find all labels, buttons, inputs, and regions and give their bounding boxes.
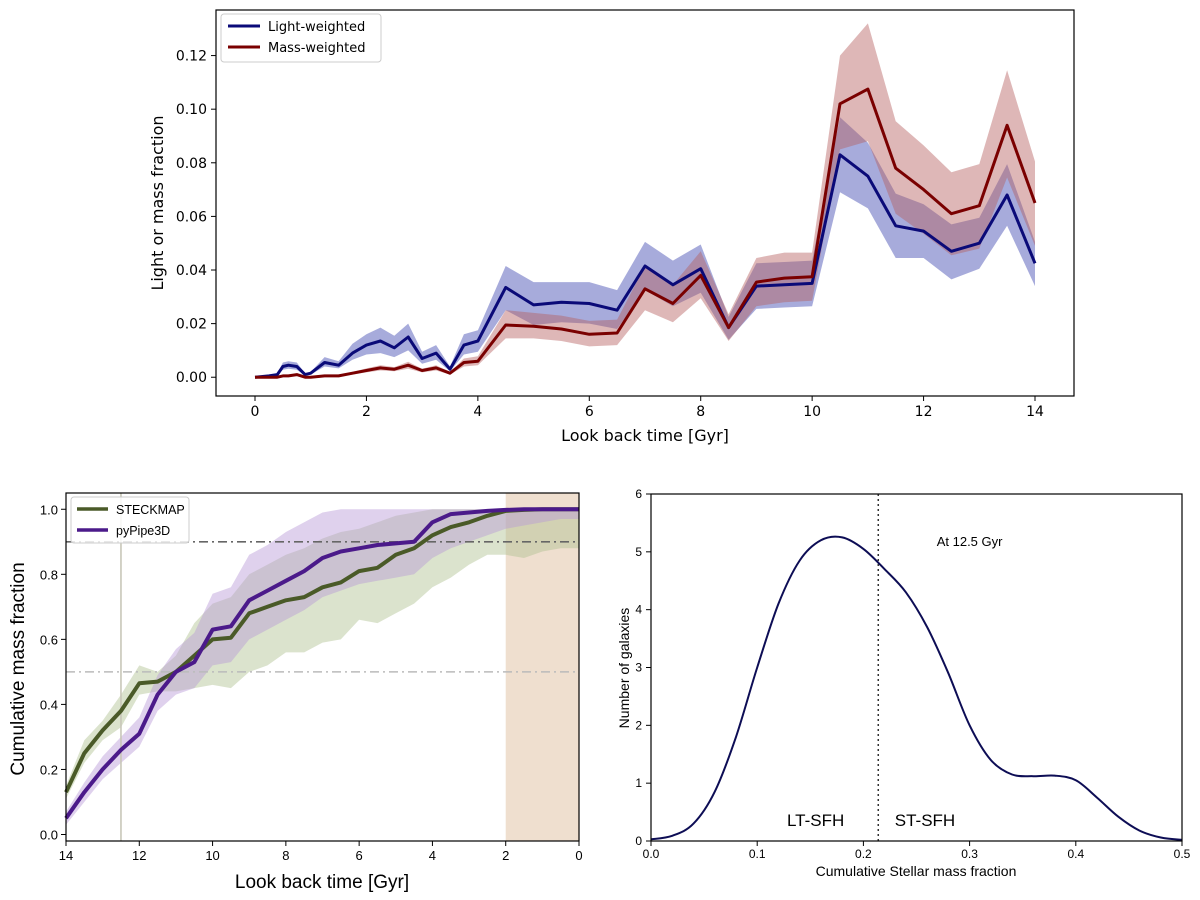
shaded-region-0-2gyr [505,493,579,841]
bottom-left-xtick-label: 8 [282,848,289,863]
bottom-left-ylabel: Cumulative mass fraction [8,562,29,775]
bottom-left-xtick-label: 14 [59,848,73,863]
annotation-lt-sfh: LT-SFH [787,811,844,830]
top-ytick-label: 0.10 [176,102,207,118]
bottom-right-xtick-label: 0.0 [643,847,660,861]
top-xtick-label: 14 [1026,404,1044,420]
bottom-left-xtick-label: 0 [575,848,582,863]
bottom-left-xtick-label: 4 [429,848,436,863]
bottom-left-xtick-label: 2 [502,848,509,863]
bottom-left-xtick-label: 6 [356,848,363,863]
top-ytick-label: 0.04 [176,263,207,279]
bottom-right-ytick-label: 0 [635,834,642,848]
top-ytick-label: 0.12 [176,49,207,65]
bottom-left-ytick-label: 0.6 [40,632,58,647]
annotation-st-sfh: ST-SFH [895,811,955,830]
light-weighted-line [254,153,1037,379]
top-ytick-label: 0.00 [176,370,207,386]
top-legend-box [220,13,382,63]
top-xtick-label: 2 [362,404,371,420]
bottom-right-ytick-label: 4 [635,603,642,617]
top-panel: 0 2 4 6 8 10 12 140.000.020.040.060.080.100.12 … [148,9,1075,445]
top-plot-frame [215,9,1075,397]
bottom-left-ytick-label: 1.0 [40,502,58,517]
bottom-left-panel: 14 12 10 8 6 4 2 0 0.0 0.2 0.4 0.6 0.8 1.0 Look back … [8,492,583,893]
top-ytick-label: 0.06 [176,209,207,225]
bottom-right-xtick-label: 0.5 [1174,847,1191,861]
top-xtick-label: 8 [696,404,705,420]
bottom-left-ytick-label: 0.4 [40,697,58,712]
light-weighted-band [255,117,1035,378]
mass-weighted-band [255,23,1035,378]
bottom-left-plot-frame [65,492,580,842]
bottom-right-ytick-label: 5 [635,545,642,559]
bottom-right-xtick-label: 0.4 [1067,847,1084,861]
top-legend: Light-weighted Mass-weighted [220,13,382,63]
top-ytick-label: 0.02 [176,317,207,333]
top-xtick-label: 10 [803,404,821,420]
top-xtick-label: 4 [473,404,482,420]
annotation-at-12-5-gyr: At 12.5 Gyr [937,534,1003,549]
bottom-right-ylabel: Number of galaxies [616,608,632,729]
top-ytick-label: 0.08 [176,156,207,172]
bottom-left-legend: STECKMAP pyPipe3D [70,496,190,544]
bottom-left-ytick-label: 0.2 [40,762,58,777]
legend-label-mass: Mass-weighted [268,41,366,56]
bottom-right-xtick-label: 0.3 [961,847,978,861]
bottom-right-ytick-label: 1 [635,776,642,790]
bottom-right-ytick-label: 6 [635,487,642,501]
bottom-right-xlabel: Cumulative Stellar mass fraction [816,863,1017,879]
legend-label-steckmap: STECKMAP [116,503,185,517]
top-ylabel: Light or mass fraction [148,115,167,290]
bottom-right-panel: 0.0 0.1 0.2 0.3 0.4 0.5 0 1 2 3 4 5 6 Cumulative Ste… [616,487,1191,879]
top-xtick-label: 0 [251,404,260,420]
steckmap-band [66,509,579,799]
top-xlabel: Look back time [Gyr] [561,426,729,445]
legend-label-light: Light-weighted [268,20,365,35]
bottom-right-xtick-label: 0.1 [749,847,766,861]
top-xtick-label: 12 [915,404,933,420]
bottom-left-xlabel: Look back time [Gyr] [235,872,409,893]
top-xtick-label: 6 [585,404,594,420]
bottom-right-plot-frame [650,493,1183,842]
mass-weighted-line [255,87,1037,379]
kde-line [650,535,1183,841]
bottom-left-ytick-label: 0.0 [40,827,58,842]
bottom-left-ytick-label: 0.8 [40,567,58,582]
bottom-left-xtick-label: 10 [205,848,219,863]
bottom-right-ytick-label: 3 [635,661,642,675]
bottom-right-xtick-label: 0.2 [855,847,872,861]
pypipe3d-band [66,509,579,825]
bottom-left-xtick-label: 12 [132,848,146,863]
bottom-right-ytick-label: 2 [635,718,642,732]
legend-label-pypipe3d: pyPipe3D [116,524,170,538]
